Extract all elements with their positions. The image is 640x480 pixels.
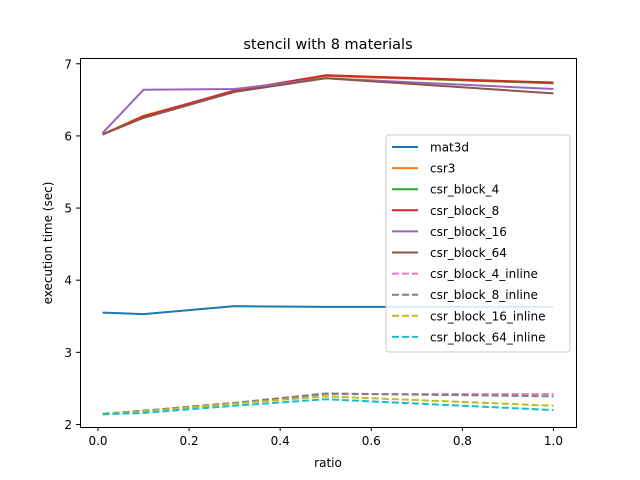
legend-label: csr3	[430, 162, 455, 176]
plot-area	[101, 74, 554, 416]
y-tick-label: 7	[64, 57, 72, 71]
y-tick-label: 5	[64, 202, 72, 216]
legend-label: csr_block_8	[430, 204, 499, 218]
legend-label: csr_block_8_inline	[430, 288, 538, 302]
legend-label: csr_block_64	[430, 246, 507, 260]
chart-title: stencil with 8 materials	[243, 37, 412, 53]
series-line-csr-block-64-inline	[102, 398, 554, 416]
series-line-csr-block-16-inline	[102, 395, 554, 415]
x-axis-label: ratio	[314, 456, 342, 470]
x-tick-label: 0.4	[271, 434, 290, 448]
plot-frame	[80, 58, 577, 428]
x-axis: 0.0 0.2 0.4 0.6 0.8 1.0	[88, 427, 563, 448]
x-tick-label: 0.6	[362, 434, 381, 448]
x-tick-label: 0.0	[88, 434, 107, 448]
legend-label: csr_block_4_inline	[430, 267, 538, 281]
legend-box	[385, 134, 571, 353]
y-tick-label: 4	[64, 274, 72, 288]
y-tick-label: 3	[64, 346, 72, 360]
legend-label: mat3d	[430, 141, 469, 155]
legend-label: csr_block_16	[430, 225, 507, 239]
series-line-csr-block-4	[102, 74, 554, 136]
series-line-csr-block-16	[101, 77, 554, 134]
series-line-csr-block-64	[102, 77, 554, 136]
y-tick-label: 6	[64, 129, 72, 143]
legend: mat3d csr3 csr_block_4 csr_block_8 csr_block…	[385, 134, 571, 353]
legend-label: csr_block_16_inline	[430, 309, 546, 323]
y-axis-label: execution time (sec)	[41, 182, 55, 305]
x-tick-label: 0.2	[180, 434, 199, 448]
y-tick-label: 2	[64, 418, 72, 432]
x-tick-label: 0.8	[453, 434, 472, 448]
legend-label: csr_block_64_inline	[430, 330, 546, 344]
legend-label: csr_block_4	[430, 183, 499, 197]
y-axis: 2 3 4 5 6 7	[64, 57, 80, 432]
x-tick-label: 1.0	[544, 434, 563, 448]
series-line-csr3	[102, 75, 554, 136]
series-line-csr-block-8	[102, 74, 554, 136]
